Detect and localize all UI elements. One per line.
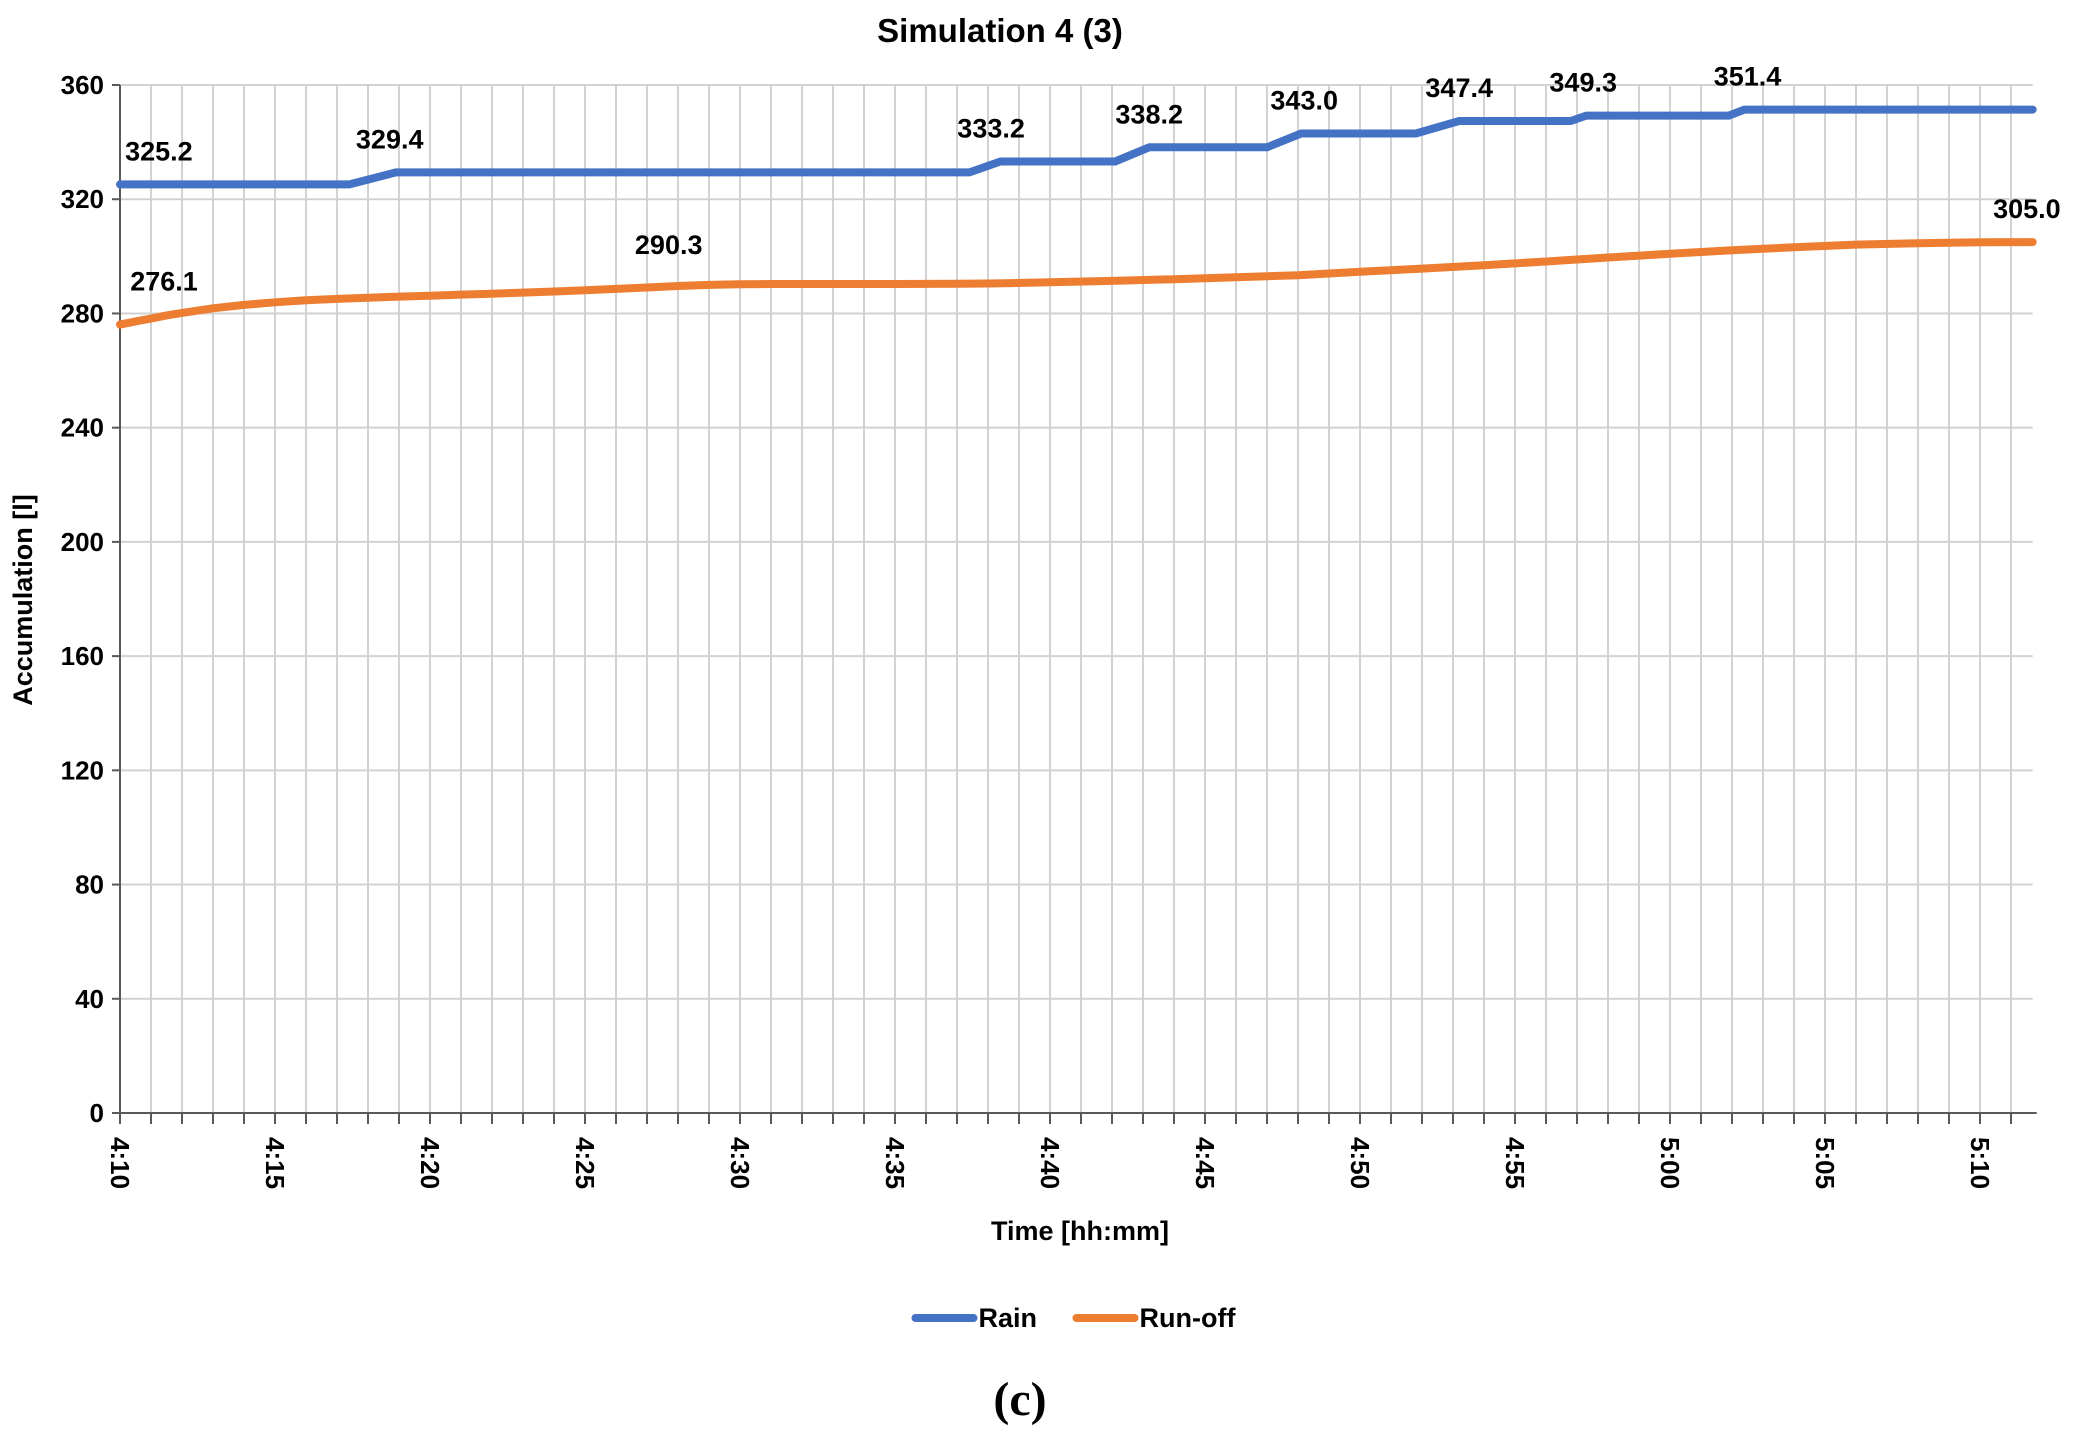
x-tick-label: 4:40 (1035, 1137, 1065, 1189)
data-label: 347.4 (1425, 73, 1493, 103)
runoff-line (116, 238, 2037, 329)
data-label: 338.2 (1115, 99, 1183, 129)
legend-item: Run-off (1072, 1303, 1237, 1333)
legend: Rain Run-off (911, 1303, 1237, 1333)
line-chart: 325.2 329.4 333.2 338.2 343.0 347.4 349.3 351.4… (8, 12, 2061, 1333)
series-lines (116, 105, 2037, 329)
x-tick-label: 4:25 (570, 1137, 600, 1189)
figure-caption: (c) (993, 1373, 1047, 1426)
x-tick-label: 4:55 (1500, 1137, 1530, 1189)
y-tick-label: 0 (90, 1098, 104, 1128)
y-axis-title: Accumulation [l] (8, 494, 38, 706)
x-tick-label: 4:20 (415, 1137, 445, 1189)
x-tick-label: 4:50 (1345, 1137, 1375, 1189)
data-label: 343.0 (1270, 86, 1338, 116)
x-tick-label: 4:30 (725, 1137, 755, 1189)
gridlines (119, 84, 2033, 1113)
data-label: 290.3 (635, 230, 703, 260)
tick-labels: 0 40 80 120 160 200 240 280 320 360 4:10 4:15 4:20 4:… (61, 70, 1995, 1189)
x-tick-label: 5:05 (1810, 1137, 1840, 1189)
y-tick-label: 40 (75, 984, 104, 1014)
y-tick-label: 120 (61, 755, 104, 785)
x-tick-label: 4:15 (260, 1137, 290, 1189)
data-label: 325.2 (125, 136, 193, 166)
y-tick-label: 160 (61, 641, 104, 671)
axes (112, 84, 2037, 1124)
y-tick-label: 240 (61, 413, 104, 443)
data-label: 276.1 (130, 267, 198, 297)
y-tick-label: 360 (61, 70, 104, 100)
x-tick-label: 4:35 (880, 1137, 910, 1189)
y-tick-label: 200 (61, 527, 104, 557)
data-labels: 325.2 329.4 333.2 338.2 343.0 347.4 349.3 351.4… (125, 62, 2061, 297)
y-tick-label: 80 (75, 870, 104, 900)
legend-label: Rain (979, 1303, 1038, 1333)
data-label: 305.0 (1993, 194, 2061, 224)
data-label: 329.4 (356, 124, 424, 154)
rain-line (116, 105, 2037, 189)
legend-item: Rain (911, 1303, 1038, 1333)
legend-label: Run-off (1140, 1303, 1237, 1333)
x-tick-label: 4:45 (1190, 1137, 1220, 1189)
data-label: 351.4 (1714, 62, 1782, 92)
x-tick-label: 5:10 (1965, 1137, 1995, 1189)
x-tick-label: 5:00 (1655, 1137, 1685, 1189)
data-label: 349.3 (1549, 68, 1617, 98)
y-tick-label: 320 (61, 184, 104, 214)
x-axis-title: Time [hh:mm] (991, 1216, 1169, 1246)
data-label: 333.2 (957, 114, 1025, 144)
chart-title: Simulation 4 (3) (877, 12, 1123, 49)
y-tick-label: 280 (61, 298, 104, 328)
x-tick-label: 4:10 (105, 1137, 135, 1189)
